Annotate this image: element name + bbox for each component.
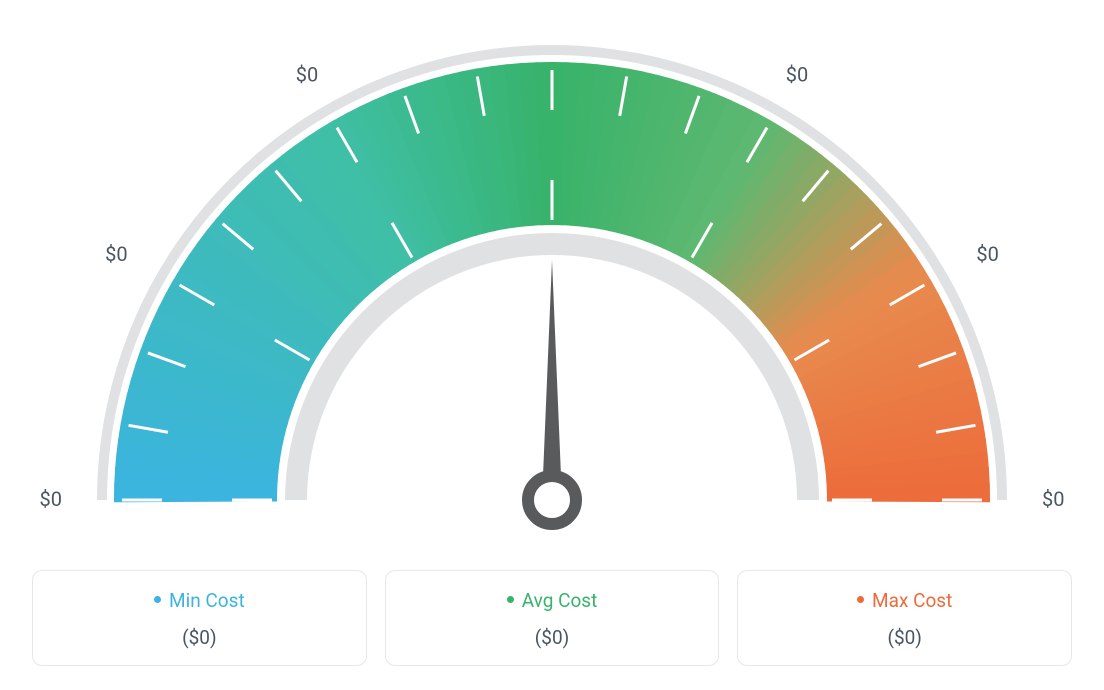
gauge-tick-label: $0 bbox=[40, 487, 62, 511]
legend-label-avg: Avg Cost bbox=[522, 589, 598, 612]
gauge-tick-label: $0 bbox=[105, 242, 127, 266]
cost-gauge-chart: $0$0$0$0$0$0$0 bbox=[22, 20, 1082, 550]
gauge-needle bbox=[542, 260, 562, 500]
legend-dot-max bbox=[857, 596, 864, 603]
gauge-tick-label: $0 bbox=[296, 63, 318, 87]
gauge-tick-label: $0 bbox=[786, 63, 808, 87]
legend-label-min: Min Cost bbox=[169, 589, 245, 612]
legend-card-min: Min Cost ($0) bbox=[32, 570, 367, 666]
legend-value-avg: ($0) bbox=[396, 626, 709, 649]
legend-value-max: ($0) bbox=[748, 626, 1061, 649]
gauge-tick-label: $0 bbox=[1042, 487, 1064, 511]
legend-value-min: ($0) bbox=[43, 626, 356, 649]
legend-card-max: Max Cost ($0) bbox=[737, 570, 1072, 666]
gauge-needle-hub bbox=[528, 476, 576, 524]
legend-dot-avg bbox=[507, 596, 514, 603]
legend-row: Min Cost ($0) Avg Cost ($0) Max Cost ($0… bbox=[32, 570, 1072, 666]
legend-card-avg: Avg Cost ($0) bbox=[385, 570, 720, 666]
legend-label-max: Max Cost bbox=[872, 589, 952, 612]
gauge-svg: $0$0$0$0$0$0$0 bbox=[22, 20, 1082, 550]
gauge-tick-label: $0 bbox=[976, 242, 998, 266]
legend-dot-min bbox=[154, 596, 161, 603]
